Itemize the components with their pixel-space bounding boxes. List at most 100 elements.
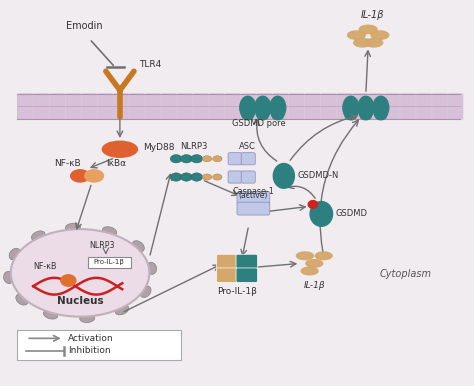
- Ellipse shape: [170, 173, 182, 181]
- Ellipse shape: [9, 248, 20, 260]
- Text: Cytoplasm: Cytoplasm: [380, 269, 432, 279]
- FancyBboxPatch shape: [448, 93, 463, 120]
- Text: GSDMD pore: GSDMD pore: [232, 119, 286, 129]
- Ellipse shape: [16, 294, 28, 305]
- Text: Pro-IL-1β: Pro-IL-1β: [94, 259, 125, 265]
- FancyBboxPatch shape: [337, 93, 352, 120]
- FancyBboxPatch shape: [305, 93, 320, 120]
- Ellipse shape: [71, 170, 90, 182]
- Text: NLRP3: NLRP3: [90, 241, 115, 250]
- FancyBboxPatch shape: [146, 93, 161, 120]
- Text: GSDMD-N: GSDMD-N: [298, 171, 339, 180]
- Ellipse shape: [80, 314, 95, 323]
- Ellipse shape: [358, 96, 374, 119]
- FancyBboxPatch shape: [289, 93, 304, 120]
- FancyBboxPatch shape: [236, 254, 257, 269]
- FancyBboxPatch shape: [162, 93, 177, 120]
- Ellipse shape: [360, 110, 372, 120]
- Ellipse shape: [202, 156, 212, 162]
- Ellipse shape: [181, 154, 192, 163]
- FancyBboxPatch shape: [241, 171, 255, 183]
- FancyBboxPatch shape: [228, 171, 242, 183]
- FancyBboxPatch shape: [98, 93, 113, 120]
- Ellipse shape: [306, 259, 323, 267]
- Text: NF-κB: NF-κB: [33, 262, 57, 271]
- Text: TLR4: TLR4: [138, 60, 161, 69]
- FancyBboxPatch shape: [236, 268, 257, 283]
- Ellipse shape: [61, 275, 76, 286]
- Text: Activation: Activation: [68, 334, 114, 343]
- FancyBboxPatch shape: [432, 93, 447, 120]
- Ellipse shape: [65, 223, 81, 232]
- Ellipse shape: [4, 271, 14, 284]
- Ellipse shape: [11, 229, 149, 317]
- FancyBboxPatch shape: [417, 93, 431, 120]
- Text: GSDMD: GSDMD: [336, 210, 367, 218]
- FancyBboxPatch shape: [130, 93, 145, 120]
- Ellipse shape: [373, 96, 389, 119]
- Ellipse shape: [102, 141, 137, 157]
- Text: NF-κB: NF-κB: [55, 159, 81, 168]
- Ellipse shape: [310, 201, 333, 226]
- Ellipse shape: [213, 156, 222, 162]
- Ellipse shape: [242, 110, 254, 120]
- Text: IL-1β: IL-1β: [303, 281, 325, 290]
- FancyBboxPatch shape: [217, 268, 238, 283]
- FancyBboxPatch shape: [82, 93, 97, 120]
- Text: MyD88: MyD88: [143, 143, 175, 152]
- Ellipse shape: [272, 110, 283, 120]
- Ellipse shape: [191, 154, 202, 163]
- Ellipse shape: [301, 267, 318, 275]
- Ellipse shape: [270, 96, 286, 119]
- Ellipse shape: [273, 164, 294, 188]
- Ellipse shape: [202, 174, 212, 180]
- Ellipse shape: [181, 173, 192, 181]
- FancyBboxPatch shape: [384, 93, 400, 120]
- Bar: [17, 94, 459, 119]
- FancyBboxPatch shape: [88, 257, 131, 268]
- FancyBboxPatch shape: [321, 93, 336, 120]
- FancyBboxPatch shape: [257, 93, 272, 120]
- Ellipse shape: [308, 201, 318, 208]
- Ellipse shape: [315, 252, 332, 259]
- Ellipse shape: [132, 241, 144, 252]
- FancyBboxPatch shape: [401, 93, 416, 120]
- FancyBboxPatch shape: [225, 93, 240, 120]
- Ellipse shape: [85, 170, 103, 182]
- Text: Nucleus: Nucleus: [57, 296, 103, 306]
- FancyBboxPatch shape: [34, 93, 49, 120]
- Ellipse shape: [345, 110, 357, 120]
- FancyBboxPatch shape: [241, 153, 255, 165]
- Ellipse shape: [371, 31, 389, 39]
- FancyBboxPatch shape: [114, 93, 129, 120]
- Ellipse shape: [170, 154, 182, 163]
- FancyBboxPatch shape: [237, 202, 270, 215]
- Ellipse shape: [297, 252, 313, 259]
- Ellipse shape: [213, 174, 222, 180]
- FancyBboxPatch shape: [228, 153, 242, 165]
- Ellipse shape: [240, 96, 256, 119]
- Ellipse shape: [375, 110, 387, 120]
- FancyBboxPatch shape: [66, 93, 81, 120]
- FancyBboxPatch shape: [237, 191, 270, 205]
- FancyBboxPatch shape: [353, 93, 368, 120]
- Ellipse shape: [115, 305, 129, 315]
- Ellipse shape: [44, 310, 58, 319]
- Ellipse shape: [354, 39, 372, 47]
- FancyBboxPatch shape: [241, 93, 256, 120]
- Text: NLRP3: NLRP3: [180, 142, 207, 151]
- Ellipse shape: [102, 227, 117, 236]
- Ellipse shape: [146, 262, 156, 274]
- FancyBboxPatch shape: [177, 93, 192, 120]
- Ellipse shape: [31, 231, 45, 241]
- Text: Pro-IL-1β: Pro-IL-1β: [217, 287, 257, 296]
- FancyBboxPatch shape: [217, 254, 238, 269]
- FancyBboxPatch shape: [50, 93, 65, 120]
- Ellipse shape: [359, 25, 377, 34]
- Ellipse shape: [343, 96, 359, 119]
- FancyBboxPatch shape: [18, 93, 33, 120]
- Ellipse shape: [255, 96, 271, 119]
- FancyBboxPatch shape: [369, 93, 383, 120]
- FancyBboxPatch shape: [210, 93, 224, 120]
- Ellipse shape: [365, 39, 383, 47]
